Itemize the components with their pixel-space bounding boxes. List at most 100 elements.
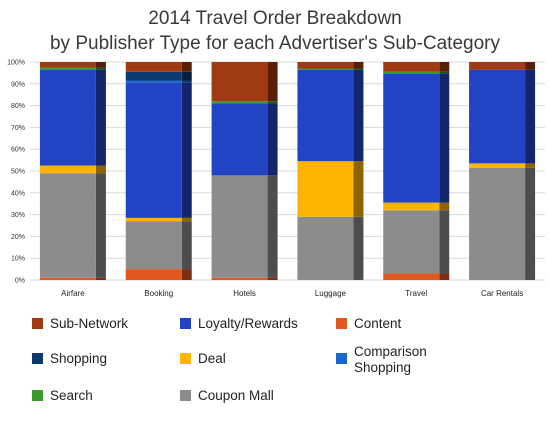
x-tick-label-car-rentals: Car Rentals [481,289,523,298]
bar-segment-booking-coupon-mall [125,221,182,270]
bar-segment-airfare-sub-network [39,62,96,68]
legend-item-deal: Deal [180,351,226,366]
bar-segment-car-rentals-deal [469,163,526,168]
bar-segment-hotels-search [211,101,268,104]
bar-segment-travel-content [383,273,440,280]
bar-side-airfare-search [95,67,106,70]
legend-label: Loyalty/Rewards [198,316,298,331]
legend-swatch [336,353,347,364]
bar-segment-booking-loyalty-rewards [125,82,182,218]
bar-side-booking-comparison-shopping [181,80,192,83]
bar-segment-luggage-coupon-mall [297,216,354,280]
bar-segment-airfare-search [39,67,96,70]
y-tick-label: 90% [11,81,25,88]
x-tick-label-hotels: Hotels [233,289,256,298]
legend-label: Shopping [50,351,107,366]
bar-segment-airfare-deal [39,165,96,174]
bar-segment-airfare-content [39,277,96,280]
bar-side-booking-deal [181,217,192,222]
legend-swatch [32,390,43,401]
bar-side-booking-coupon-mall [181,221,192,270]
legend-label: Content [354,316,402,331]
bar-segment-booking-content [125,269,182,280]
bar-side-travel-content [439,273,450,280]
bar-side-hotels-sub-network [267,62,278,102]
bar-side-car-rentals-sub-network [525,62,536,70]
bar-segment-hotels-loyalty-rewards [211,103,268,176]
y-tick-label: 80% [11,103,25,110]
bars [39,62,536,280]
bar-side-travel-sub-network [439,62,450,72]
bar-side-car-rentals-loyalty-rewards [525,69,536,164]
bar-side-travel-coupon-mall [439,210,450,274]
legend: Sub-Network Loyalty/Rewards Content Shoppin… [32,316,427,403]
bar-side-airfare-deal [95,165,106,174]
y-axis: 0% 10% 20% 30% 40% 50% 60% 70% 80% 90% 100% [7,60,25,285]
bar-segment-car-rentals-loyalty-rewards [469,69,526,164]
bar-segment-hotels-coupon-mall [211,175,268,278]
x-tick-label-airfare: Airfare [61,289,85,298]
bar-segment-travel-coupon-mall [383,210,440,274]
bar-side-travel-loyalty-rewards [439,73,450,203]
bar-segment-luggage-deal [297,161,354,217]
legend-swatch [180,390,191,401]
legend-label: Search [50,388,93,403]
bar-side-luggage-search [353,68,364,70]
bar-segment-travel-deal [383,202,440,211]
bar-segment-booking-shopping [125,71,182,81]
legend-item-content: Content [336,316,402,331]
bar-side-car-rentals-coupon-mall [525,167,536,280]
legend-item-coupon-mall: Coupon Mall [180,388,274,403]
bar-side-hotels-search [267,101,278,104]
bar-side-airfare-coupon-mall [95,173,106,278]
bar-segment-travel-sub-network [383,62,440,72]
legend-swatch [336,318,347,329]
y-tick-label: 40% [11,190,25,197]
legend-label: Sub-Network [50,316,128,331]
bar-side-luggage-deal [353,161,364,217]
bar-side-hotels-loyalty-rewards [267,103,278,176]
bar-segment-hotels-content [211,277,268,280]
x-tick-label-luggage: Luggage [315,289,347,298]
gridlines [30,61,545,281]
legend-swatch [180,318,191,329]
bar-segment-travel-search [383,71,440,74]
bar-segment-luggage-loyalty-rewards [297,69,354,162]
legend-item-comparison-shopping: Comparison Shopping [336,344,427,375]
bar-side-luggage-loyalty-rewards [353,69,364,162]
bar-segment-booking-deal [125,217,182,222]
legend-swatch [180,353,191,364]
bar-segment-airfare-loyalty-rewards [39,69,96,166]
y-tick-label: 0% [15,278,25,285]
bar-segment-booking-sub-network [125,62,182,72]
bar-travel [383,62,450,280]
bar-side-luggage-coupon-mall [353,216,364,280]
legend-swatch [32,318,43,329]
bar-segment-car-rentals-sub-network [469,62,526,70]
chart-title-line-1: 2014 Travel Order Breakdown [148,8,401,29]
bar-side-booking-sub-network [181,62,192,72]
legend-item-shopping: Shopping [32,351,107,366]
y-tick-label: 20% [11,234,25,241]
bar-side-airfare-loyalty-rewards [95,69,106,166]
x-axis: Airfare Booking Hotels Luggage Travel Car Ren… [61,289,523,298]
bar-segment-luggage-sub-network [297,62,354,69]
bar-side-hotels-coupon-mall [267,175,278,278]
bar-segment-luggage-search [297,68,354,70]
bar-side-travel-search [439,71,450,74]
bar-car-rentals [469,62,536,280]
bar-side-airfare-content [95,277,106,280]
legend-swatch [32,353,43,364]
bar-side-booking-shopping [181,71,192,81]
bar-segment-car-rentals-coupon-mall [469,167,526,280]
legend-item-loyalty-rewards: Loyalty/Rewards [180,316,298,331]
bar-segment-hotels-sub-network [211,62,268,102]
bar-booking [125,62,192,280]
bar-side-travel-deal [439,202,450,211]
legend-item-sub-network: Sub-Network [32,316,128,331]
chart-title-line-2: by Publisher Type for each Advertiser's … [50,33,501,54]
bar-luggage [297,62,364,280]
y-tick-label: 100% [7,60,25,67]
bar-side-booking-loyalty-rewards [181,82,192,218]
